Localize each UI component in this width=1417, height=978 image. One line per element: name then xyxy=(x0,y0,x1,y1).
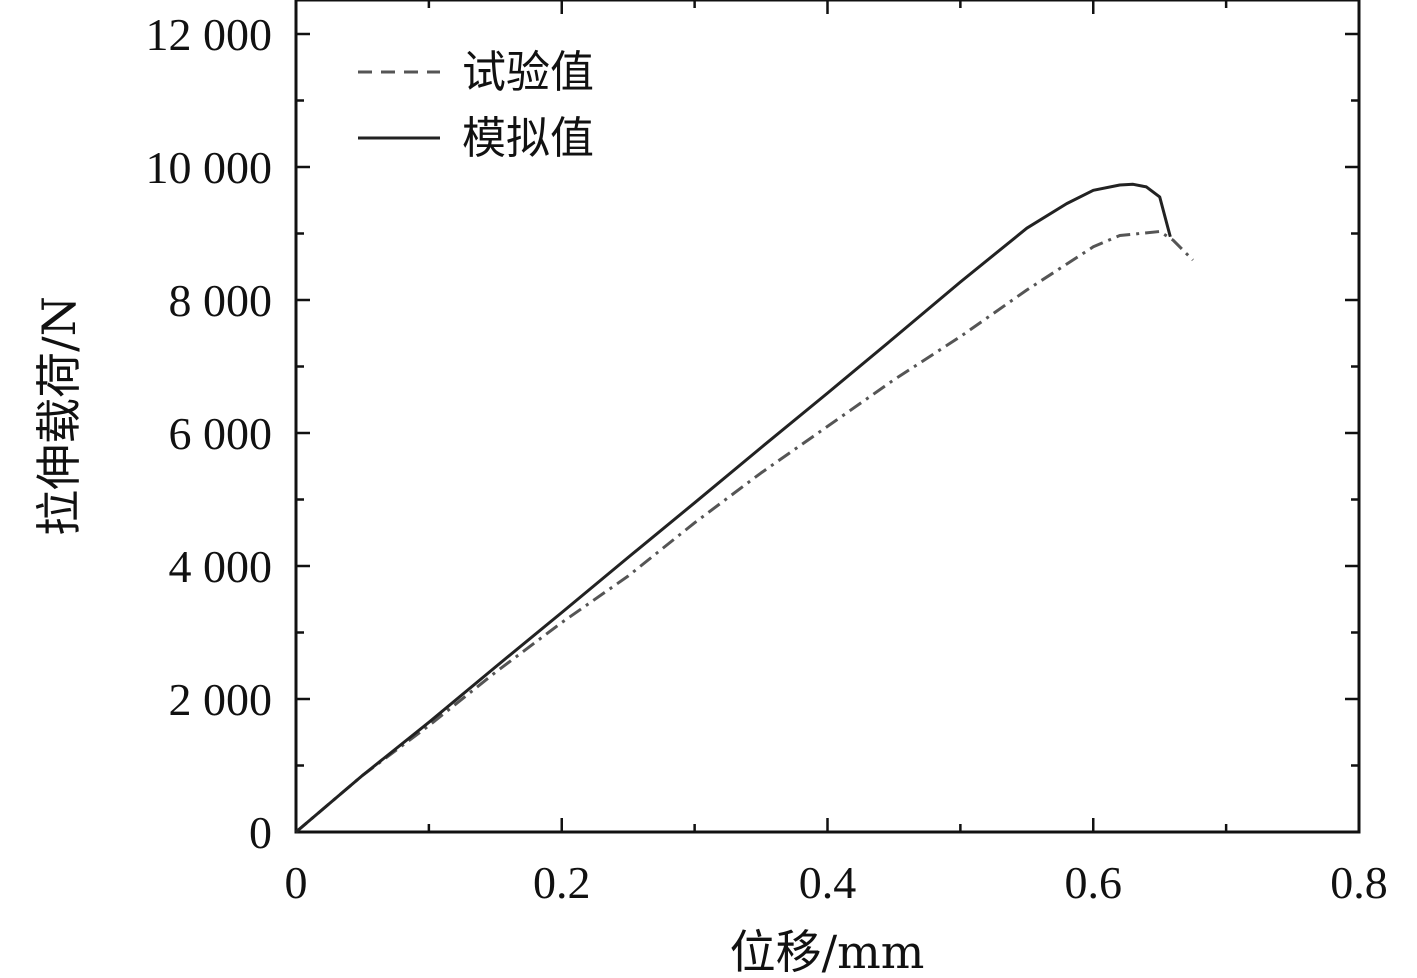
y-tick-label: 8 000 xyxy=(169,275,273,326)
x-tick-label: 0 xyxy=(285,857,308,908)
y-axis-title: 拉伸载荷/N xyxy=(32,296,86,536)
series-lines xyxy=(295,182,1194,834)
x-tick-label: 0.2 xyxy=(533,857,591,908)
y-tick-label: 2 000 xyxy=(169,674,273,725)
y-tick-label: 4 000 xyxy=(169,541,273,592)
plot-frame xyxy=(294,0,1361,834)
series-line-0 xyxy=(295,230,1194,834)
y-tick-label: 12 000 xyxy=(146,9,273,60)
x-axis-title: 位移/mm xyxy=(730,925,925,978)
x-tick-label: 0.4 xyxy=(799,857,857,908)
y-tick-label: 0 xyxy=(249,807,272,858)
legend-label: 试验值 xyxy=(462,47,594,98)
legend-label: 模拟值 xyxy=(462,113,594,164)
x-tick-label: 0.8 xyxy=(1330,857,1388,908)
tick-labels: 0 0.2 0.4 0.6 0.8 0 2 000 4 000 6 000 8 000 10 000… xyxy=(146,9,1388,908)
y-tick-label: 10 000 xyxy=(146,142,273,193)
y-tick-label: 6 000 xyxy=(169,408,273,459)
series-line-1 xyxy=(295,182,1172,834)
x-tick-label: 0.6 xyxy=(1065,857,1123,908)
axis-ticks xyxy=(294,0,1361,834)
